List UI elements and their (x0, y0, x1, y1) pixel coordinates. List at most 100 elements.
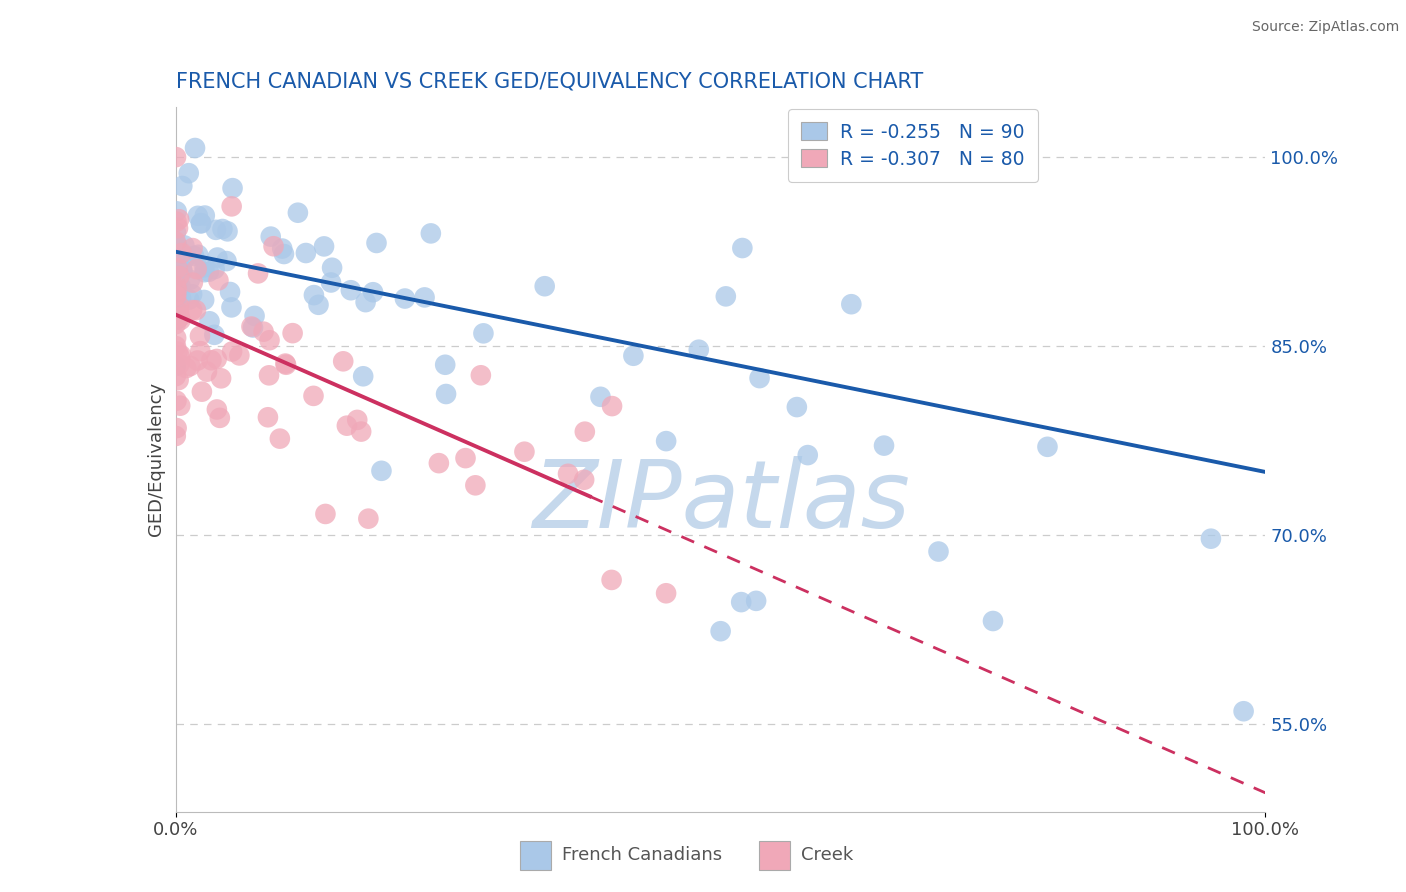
Point (413, 290, 436, 304)
Point (167, 299, 190, 313)
Point (179, 293, 201, 307)
Point (274, 357, 297, 371)
Point (169, 310, 191, 324)
Point (221, 301, 243, 315)
Point (167, 348, 190, 362)
Point (211, 222, 233, 236)
Point (513, 444, 536, 458)
Point (170, 348, 193, 362)
Point (202, 327, 225, 342)
Point (187, 248, 209, 262)
Point (319, 276, 342, 290)
Point (274, 358, 297, 372)
Point (169, 313, 191, 327)
Point (688, 343, 710, 357)
Point (589, 390, 612, 404)
Point (170, 291, 193, 305)
Point (314, 507, 336, 521)
Point (260, 229, 283, 244)
Point (208, 410, 231, 425)
Point (195, 365, 218, 379)
Point (167, 373, 190, 387)
Point (263, 239, 285, 253)
Point (165, 279, 187, 293)
Point (165, 285, 187, 300)
Point (394, 292, 416, 306)
Point (600, 573, 623, 587)
Point (166, 312, 188, 326)
Point (215, 254, 238, 268)
Point (710, 624, 733, 639)
Legend: R = -0.255   N = 90, R = -0.307   N = 80: R = -0.255 N = 90, R = -0.307 N = 80 (787, 110, 1038, 182)
Point (370, 464, 392, 478)
Point (786, 400, 808, 414)
Point (166, 344, 188, 359)
Point (731, 241, 754, 255)
Point (166, 204, 188, 219)
Point (207, 251, 229, 265)
Point (427, 456, 450, 470)
Point (655, 586, 678, 600)
Point (321, 260, 343, 275)
Point (243, 309, 266, 323)
Point (928, 544, 950, 558)
Point (204, 262, 226, 277)
Point (165, 289, 187, 303)
Point (176, 250, 198, 264)
Point (194, 209, 217, 223)
Point (181, 303, 204, 318)
Point (1233, 704, 1256, 718)
Point (167, 275, 190, 289)
Point (340, 283, 363, 297)
Point (350, 425, 373, 439)
Point (748, 371, 770, 385)
Text: Source: ZipAtlas.com: Source: ZipAtlas.com (1251, 20, 1399, 34)
Point (557, 467, 579, 481)
Point (470, 368, 492, 383)
Point (981, 614, 1004, 628)
Point (366, 235, 388, 250)
Point (434, 358, 457, 372)
Point (434, 387, 457, 401)
Point (221, 181, 243, 195)
Point (190, 216, 212, 230)
Point (240, 319, 263, 334)
Point (574, 425, 596, 439)
Point (165, 225, 187, 239)
Point (1036, 440, 1059, 454)
Point (302, 389, 325, 403)
Point (188, 329, 211, 343)
Point (207, 273, 229, 287)
Point (221, 344, 243, 359)
Point (533, 279, 555, 293)
Point (269, 432, 291, 446)
Point (183, 249, 205, 263)
Point (193, 260, 215, 275)
Point (205, 223, 228, 237)
Point (312, 239, 335, 253)
Point (257, 368, 280, 383)
Point (198, 265, 221, 279)
Point (165, 339, 187, 353)
Point (205, 351, 228, 366)
Point (167, 269, 190, 284)
Text: French Canadians: French Canadians (562, 847, 723, 864)
Point (271, 242, 294, 256)
Point (357, 511, 380, 525)
Point (332, 354, 354, 368)
Point (361, 285, 384, 300)
Point (352, 369, 374, 384)
Point (193, 265, 215, 279)
Point (797, 448, 820, 462)
Text: ZIPatlas: ZIPatlas (531, 456, 910, 547)
Point (257, 410, 280, 425)
Point (572, 473, 595, 487)
Point (472, 326, 495, 341)
Point (167, 311, 190, 326)
Point (181, 241, 204, 255)
Point (166, 421, 188, 435)
Point (184, 303, 207, 318)
Point (165, 317, 187, 331)
Point (177, 166, 200, 180)
Point (419, 227, 441, 241)
